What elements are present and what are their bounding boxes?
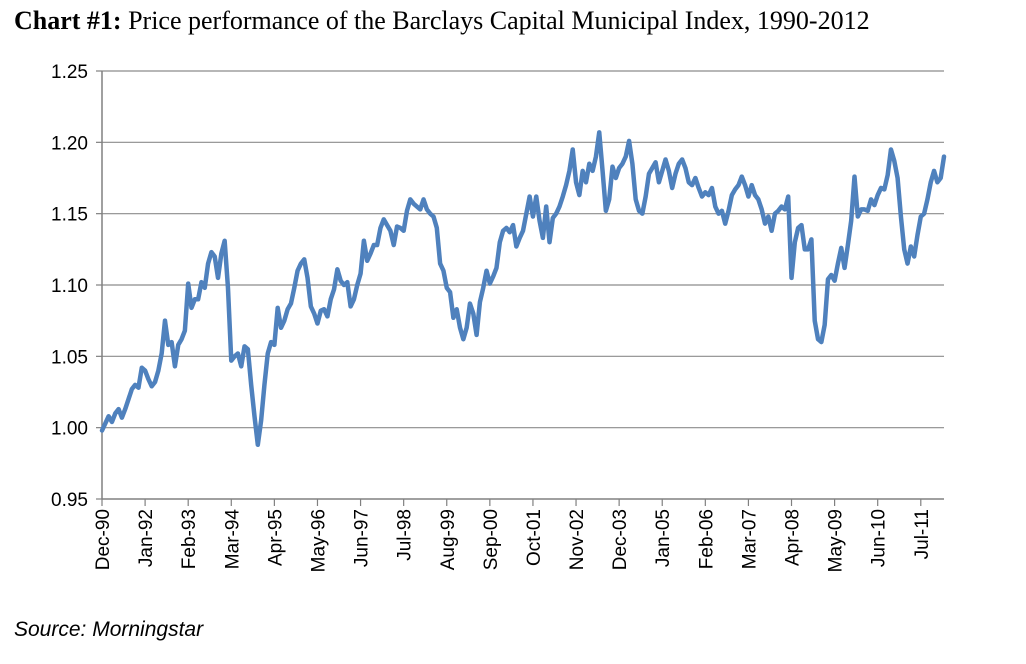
- source-note: Source: Morningstar: [14, 618, 204, 641]
- x-tick-label: Jun-97: [352, 509, 373, 567]
- chart-title-text: Price performance of the Barclays Capita…: [121, 6, 870, 35]
- y-axis: 0.95 1.00 1.05 1.10 1.15 1.20 1.25: [51, 62, 103, 511]
- x-tick-label: Sep-00: [481, 509, 502, 570]
- chart-title: Chart #1: Price performance of the Barcl…: [14, 6, 870, 36]
- y-tick-label: 0.95: [51, 490, 88, 511]
- x-tick-label: Aug-99: [438, 509, 459, 570]
- x-tick-label: Jul-11: [912, 509, 933, 559]
- x-tick-label: Jan-92: [136, 509, 157, 567]
- x-tick-label: Mar-07: [739, 509, 760, 569]
- chart-title-lead: Chart #1:: [14, 6, 122, 35]
- x-tick-label: Dec-90: [93, 509, 114, 570]
- y-tick-label: 1.00: [51, 419, 88, 440]
- y-tick-label: 1.20: [51, 133, 88, 154]
- y-tick-label: 1.10: [51, 276, 88, 297]
- x-tick-label: Mar-94: [222, 509, 243, 570]
- x-axis: Dec-90 Jan-92 Feb-93 Mar-94 Apr-95 May-96 Jun-…: [93, 499, 933, 572]
- x-tick-label: Apr-95: [265, 509, 286, 566]
- series-group: [99, 130, 947, 448]
- x-tick-label: Feb-06: [696, 509, 717, 569]
- series-line: [99, 130, 947, 448]
- x-tick-label: Nov-02: [567, 509, 588, 570]
- x-tick-label: Jun-10: [869, 509, 890, 567]
- y-tick-label: 1.15: [51, 205, 88, 226]
- gridlines: [102, 70, 944, 500]
- y-tick-label: 1.25: [51, 62, 88, 83]
- x-tick-label: Jul-98: [395, 509, 416, 561]
- x-tick-label: Dec-03: [610, 509, 631, 570]
- y-tick-label: 1.05: [51, 347, 88, 368]
- x-tick-label: Jan-05: [653, 509, 674, 567]
- x-tick-label: May-09: [826, 509, 847, 572]
- x-tick-label: Apr-08: [783, 509, 804, 566]
- x-tick-label: Oct-01: [524, 509, 545, 566]
- x-tick-label: May-96: [308, 509, 329, 572]
- x-tick-label: Feb-93: [179, 509, 200, 569]
